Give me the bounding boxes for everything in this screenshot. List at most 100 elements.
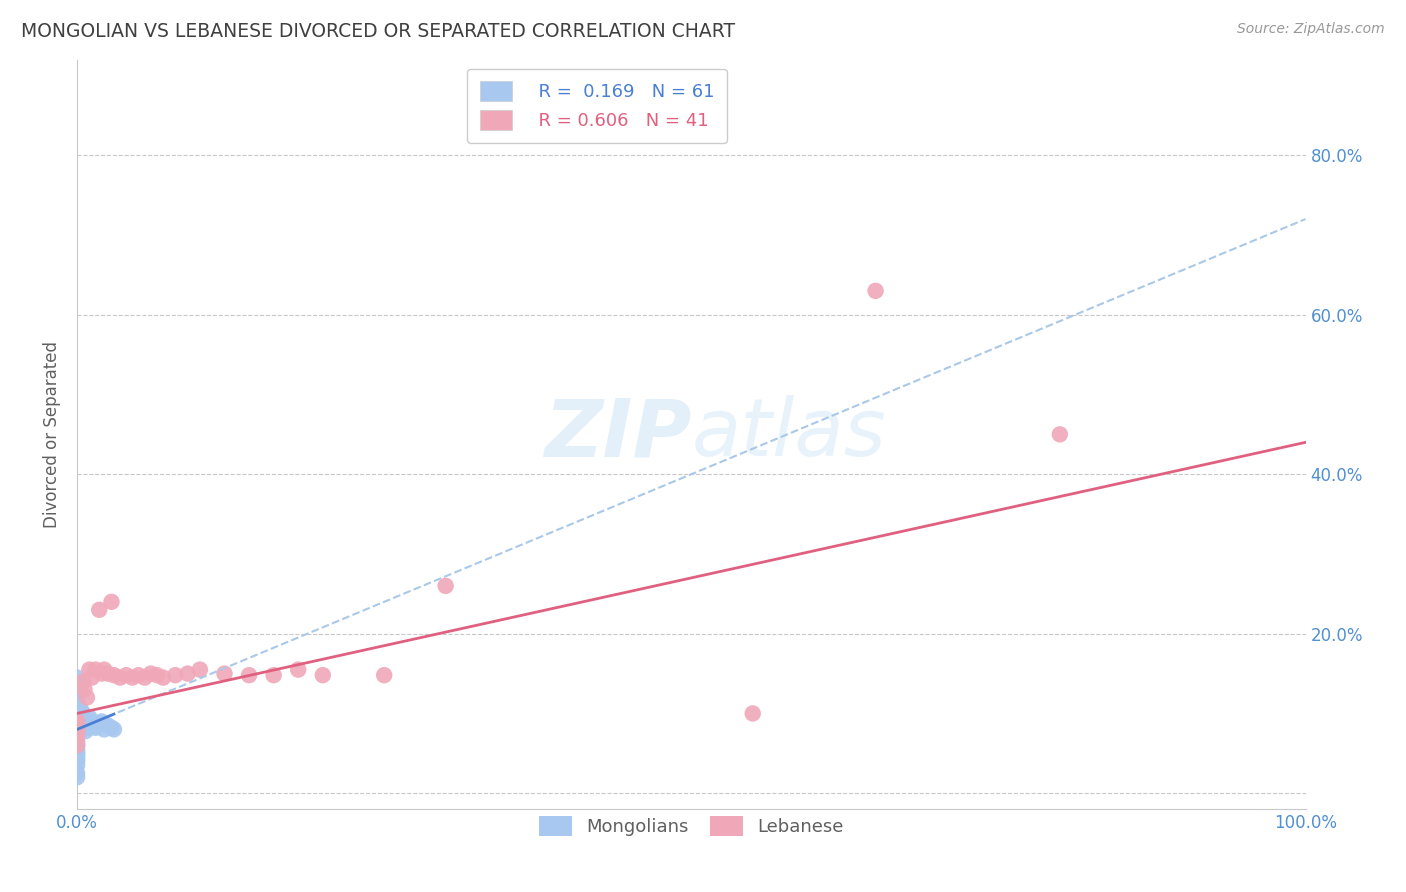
Point	[66, 714, 89, 729]
Point	[76, 690, 98, 705]
Text: atlas: atlas	[692, 395, 886, 474]
Point	[134, 671, 156, 685]
Point	[66, 734, 89, 748]
Point	[66, 712, 89, 726]
Point	[73, 682, 96, 697]
Point	[66, 723, 89, 737]
Point	[66, 726, 89, 740]
Point	[66, 700, 89, 714]
Point	[82, 716, 104, 731]
Point	[373, 668, 395, 682]
Point	[97, 718, 120, 732]
Point	[66, 758, 89, 772]
Point	[83, 718, 105, 732]
Point	[66, 716, 89, 731]
Point	[84, 721, 107, 735]
Point	[103, 723, 125, 737]
Legend: Mongolians, Lebanese: Mongolians, Lebanese	[530, 807, 852, 845]
Point	[89, 716, 111, 731]
Point	[72, 706, 94, 721]
Point	[79, 663, 101, 677]
Point	[79, 716, 101, 731]
Point	[66, 714, 89, 729]
Point	[66, 731, 89, 745]
Point	[66, 682, 89, 697]
Point	[66, 702, 89, 716]
Point	[89, 603, 111, 617]
Point	[66, 728, 89, 742]
Point	[72, 713, 94, 727]
Point	[77, 721, 100, 735]
Point	[80, 718, 103, 732]
Point	[66, 690, 89, 705]
Point	[93, 723, 115, 737]
Text: Source: ZipAtlas.com: Source: ZipAtlas.com	[1237, 22, 1385, 37]
Point	[73, 721, 96, 735]
Point	[115, 668, 138, 682]
Point	[66, 706, 89, 721]
Point	[66, 718, 89, 732]
Point	[66, 716, 89, 731]
Point	[66, 766, 89, 780]
Point	[66, 750, 89, 764]
Point	[66, 710, 89, 724]
Point	[80, 671, 103, 685]
Point	[66, 753, 89, 767]
Point	[741, 706, 763, 721]
Point	[100, 595, 122, 609]
Point	[84, 663, 107, 677]
Point	[79, 714, 101, 729]
Point	[79, 710, 101, 724]
Point	[66, 718, 89, 732]
Point	[312, 668, 335, 682]
Point	[69, 702, 91, 716]
Point	[66, 739, 89, 753]
Point	[214, 666, 236, 681]
Point	[66, 747, 89, 761]
Point	[287, 663, 309, 677]
Point	[66, 723, 89, 737]
Point	[152, 671, 174, 685]
Point	[1049, 427, 1071, 442]
Point	[263, 668, 285, 682]
Text: ZIP: ZIP	[544, 395, 692, 474]
Point	[188, 663, 211, 677]
Point	[66, 674, 89, 689]
Point	[75, 724, 97, 739]
Point	[66, 704, 89, 718]
Point	[165, 668, 187, 682]
Point	[76, 716, 98, 731]
Point	[86, 718, 108, 732]
Point	[90, 666, 112, 681]
Point	[66, 720, 89, 734]
Point	[238, 668, 260, 682]
Point	[66, 745, 89, 759]
Point	[69, 710, 91, 724]
Point	[66, 731, 89, 745]
Point	[66, 742, 89, 756]
Point	[66, 770, 89, 784]
Point	[121, 671, 143, 685]
Point	[70, 718, 93, 732]
Point	[93, 663, 115, 677]
Point	[176, 666, 198, 681]
Point	[66, 694, 89, 708]
Point	[66, 708, 89, 723]
Point	[66, 754, 89, 768]
Point	[434, 579, 457, 593]
Point	[100, 721, 122, 735]
Point	[865, 284, 887, 298]
Point	[66, 739, 89, 753]
Point	[66, 671, 89, 685]
Point	[128, 668, 150, 682]
Point	[66, 721, 89, 735]
Point	[103, 668, 125, 682]
Point	[72, 674, 94, 689]
Point	[66, 737, 89, 751]
Point	[66, 726, 89, 740]
Point	[108, 671, 131, 685]
Point	[139, 666, 162, 681]
Text: MONGOLIAN VS LEBANESE DIVORCED OR SEPARATED CORRELATION CHART: MONGOLIAN VS LEBANESE DIVORCED OR SEPARA…	[21, 22, 735, 41]
Point	[66, 747, 89, 762]
Y-axis label: Divorced or Separated: Divorced or Separated	[44, 341, 60, 528]
